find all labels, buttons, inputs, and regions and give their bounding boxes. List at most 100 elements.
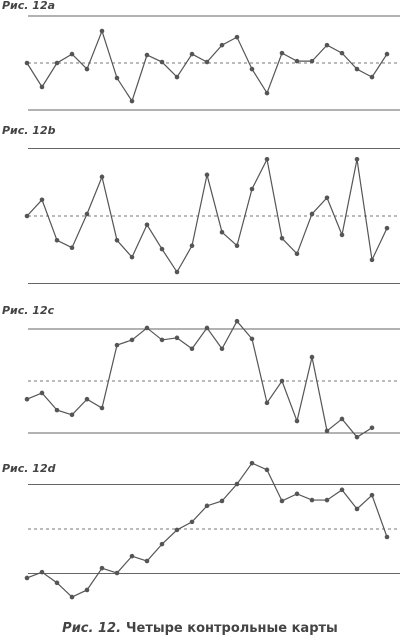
data-point [144, 558, 150, 564]
data-point [354, 506, 360, 512]
data-point [144, 222, 150, 228]
data-point [309, 211, 315, 217]
caption-text: Четыре контрольные карты [126, 621, 338, 636]
data-point [24, 575, 30, 581]
caption: Рис. 12. Четыре контрольные карты [62, 621, 338, 636]
data-point [129, 337, 135, 343]
data-point [189, 51, 195, 57]
data-point [219, 498, 225, 504]
data-point [234, 34, 240, 40]
data-point [279, 235, 285, 241]
data-point [54, 60, 60, 66]
data-point [69, 594, 75, 600]
data-point [264, 467, 270, 473]
data-point [54, 580, 60, 586]
data-point [24, 396, 30, 402]
data-point [369, 74, 375, 80]
data-point [264, 157, 270, 162]
data-point [384, 225, 390, 231]
data-line [26, 320, 373, 438]
data-point [234, 243, 240, 248]
data-point [99, 174, 105, 180]
data-point [129, 98, 135, 104]
data-point [39, 84, 45, 90]
data-point [294, 58, 300, 64]
data-point [39, 569, 45, 575]
data-point [279, 50, 285, 56]
data-point [99, 405, 105, 411]
data-point [69, 245, 75, 251]
data-point [114, 342, 120, 348]
data-point [294, 251, 300, 257]
data-point [264, 400, 270, 406]
data-point [54, 238, 60, 243]
data-point [114, 238, 120, 243]
data-point [249, 336, 255, 342]
data-point [294, 491, 300, 497]
data-point [204, 503, 210, 509]
data-point [159, 59, 165, 65]
data-point [174, 335, 180, 341]
data-point [309, 354, 315, 360]
data-point [159, 337, 165, 343]
data-point [279, 498, 285, 504]
data-point [189, 243, 195, 248]
data-point [294, 418, 300, 424]
data-point [309, 58, 315, 64]
data-point [369, 492, 375, 498]
data-point [24, 60, 30, 66]
data-point [369, 425, 375, 431]
chart-title: Рис. 12c [2, 304, 55, 317]
data-point [39, 197, 45, 203]
data-point [219, 229, 225, 235]
data-point [249, 66, 255, 72]
chart-title: Рис. 12a [2, 0, 55, 12]
data-point [174, 527, 180, 533]
data-line [26, 462, 388, 598]
data-point [204, 59, 210, 65]
data-point [279, 378, 285, 384]
chart-title: Рис. 12d [2, 462, 56, 475]
data-point [384, 51, 390, 57]
chart-title: Рис. 12b [2, 124, 56, 137]
data-point [339, 416, 345, 422]
data-point [114, 75, 120, 81]
data-point [249, 186, 255, 192]
data-point [339, 487, 345, 493]
data-point [204, 325, 210, 331]
data-point [324, 195, 330, 201]
data-point [324, 497, 330, 503]
data-point [309, 497, 315, 503]
data-point [84, 211, 90, 217]
data-point [324, 42, 330, 48]
caption-label: Рис. 12. [62, 621, 121, 636]
data-point [129, 553, 135, 559]
data-point [114, 570, 120, 576]
data-point [264, 90, 270, 96]
data-point [324, 428, 330, 434]
data-point [339, 232, 345, 238]
data-point [159, 541, 165, 547]
data-point [174, 269, 180, 275]
data-point [159, 246, 165, 252]
data-point [369, 257, 375, 263]
data-point [39, 390, 45, 396]
data-point [189, 519, 195, 525]
data-point [84, 66, 90, 72]
data-point [189, 346, 195, 352]
data-point [219, 346, 225, 352]
data-point [99, 28, 105, 34]
data-point [144, 52, 150, 58]
data-point [99, 565, 105, 571]
data-point [384, 534, 390, 540]
data-point [84, 587, 90, 593]
data-point [354, 434, 360, 440]
data-point [144, 325, 150, 331]
data-point [24, 213, 30, 219]
data-point [69, 51, 75, 57]
data-point [84, 396, 90, 402]
data-line [26, 29, 388, 103]
data-point [234, 481, 240, 487]
data-point [174, 74, 180, 80]
